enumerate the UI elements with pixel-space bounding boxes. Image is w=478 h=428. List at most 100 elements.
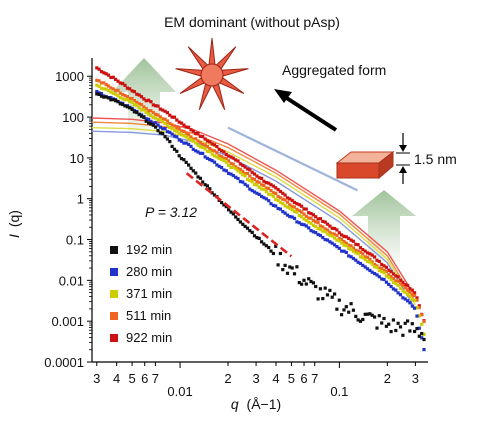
data-point [408,287,412,291]
data-point [215,151,219,155]
data-point [349,244,353,248]
legend-label: 511 min [126,308,171,323]
data-point [417,314,421,318]
data-point [337,246,341,250]
data-point [356,318,360,322]
data-point [347,236,351,240]
star-ray [175,68,204,78]
data-point [205,149,209,153]
data-point [241,163,245,168]
data-point [250,180,254,184]
data-point [104,83,108,87]
data-point [172,147,177,151]
data-point [104,95,108,99]
series-192-min [95,92,426,342]
data-point [316,297,320,301]
data-point [278,189,282,194]
data-point [354,251,358,255]
data-point [363,255,367,259]
data-point [149,100,153,104]
data-point [311,281,315,285]
x-tick-label: 2 [224,371,231,386]
data-point [309,279,313,284]
data-point [406,288,410,293]
data-point [255,191,259,195]
data-point [184,132,188,136]
data-point [212,149,217,153]
data-point [109,75,113,80]
data-point [318,227,322,231]
star-ray [208,37,216,66]
data-point [99,70,104,74]
data-point [285,200,290,204]
data-point [168,113,172,117]
data-point [304,282,308,286]
data-point [260,194,264,198]
data-point [123,104,127,108]
data-point [297,221,301,225]
data-point [182,123,186,127]
data-point [191,139,195,143]
data-point [375,273,379,277]
data-point [252,182,257,187]
data-point [260,183,264,187]
data-point [335,307,339,311]
data-point [95,78,99,82]
data-point [410,293,414,297]
data-point [413,293,417,298]
data-point [172,124,177,128]
data-point [205,184,209,188]
data-point [365,251,370,255]
data-point [330,232,334,236]
data-point [302,278,306,282]
data-point [321,236,325,240]
data-point [245,167,250,171]
data-point [217,147,221,151]
x-tick-label: 7 [311,371,318,386]
data-point [255,180,259,184]
data-point [109,86,113,90]
data-point [222,156,226,160]
x-tick-label: 4 [272,371,279,386]
data-point [182,134,186,138]
data-point [297,203,301,207]
data-point [161,127,165,131]
data-point [391,280,395,284]
data-point [210,142,214,146]
data-point [358,255,363,259]
data-point [276,206,280,211]
data-point [260,240,264,244]
data-point [311,223,315,227]
data-point [361,252,365,256]
data-point [288,215,292,219]
data-point [340,237,344,241]
data-point [307,220,311,224]
data-point [182,129,186,133]
data-point [123,98,127,102]
data-point [323,286,327,290]
data-point [177,120,181,124]
data-point [252,190,257,194]
data-point [241,173,245,177]
thickness-label: 1.5 nm [414,151,457,167]
data-point [408,301,412,305]
data-point [410,304,414,308]
data-point [191,169,195,173]
aggregated-form-label: Aggregated form [282,62,386,78]
data-point [137,102,141,106]
data-point [413,291,417,295]
data-point [227,171,231,175]
power-law-fit-line [185,172,293,258]
data-point [318,224,322,228]
data-point [292,200,297,204]
data-point [182,158,186,162]
data-point [95,83,99,87]
data-point [97,84,101,88]
data-point [406,299,410,303]
data-point [215,155,219,159]
data-point [144,107,148,111]
data-point [387,322,391,326]
x-tick-label: 3 [93,371,100,386]
data-point [316,232,320,237]
data-point [302,212,306,216]
